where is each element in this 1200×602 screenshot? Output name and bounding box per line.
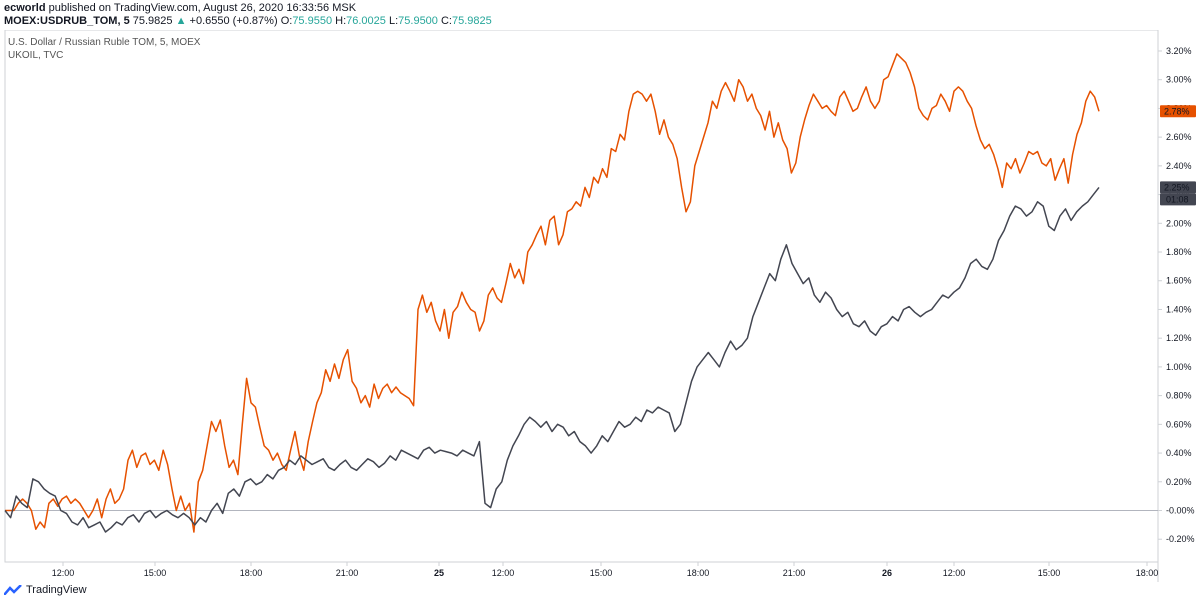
open-label: O: <box>280 15 293 27</box>
usdrub-last-value-text: 2.78% <box>1164 106 1190 116</box>
y-tick-label: 2.40% <box>1166 161 1192 171</box>
x-tick-label: 18:00 <box>1136 568 1159 578</box>
y-tick-label: 0.20% <box>1166 477 1192 487</box>
x-tick-label: 12:00 <box>492 568 515 578</box>
close-value: 75.9825 <box>451 15 492 27</box>
chart-frame <box>4 30 1159 582</box>
time-scale[interactable]: 12:00 15:00 18:00 21:00 25 12:00 15:00 18:00 21:… <box>52 562 1159 578</box>
price-change: +0.6550 (+0.87%) <box>189 15 278 27</box>
usdrub-last-value-badge: 2.78% <box>1160 105 1196 118</box>
x-tick-label: 21:00 <box>783 568 806 578</box>
x-tick-label: 12:00 <box>52 568 75 578</box>
author-name[interactable]: ecworld <box>4 2 46 14</box>
x-tick-label: 21:00 <box>336 568 359 578</box>
price-scale[interactable]: 3.20%3.00%2.80%2.60%2.40%2.20%2.00%1.80%… <box>1158 46 1195 544</box>
high-label: H: <box>335 15 347 27</box>
chart-legend: U.S. Dollar / Russian Ruble TOM, 5, MOEX… <box>8 36 200 62</box>
y-tick-label: 1.20% <box>1166 333 1192 343</box>
y-tick-label: -0.20% <box>1166 534 1195 544</box>
last-price: 75.9825 <box>132 15 173 27</box>
tradingview-logo-icon <box>4 585 22 595</box>
y-tick-label: 0.80% <box>1166 391 1192 401</box>
footer-brand-label: TradingView <box>26 584 87 596</box>
y-tick-label: 1.80% <box>1166 247 1192 257</box>
x-tick-label: 15:00 <box>1038 568 1061 578</box>
symbol-name[interactable]: MOEX:USDRUB_TOM, 5 <box>4 15 130 27</box>
ukoil-last-value-badge: 2.25% <box>1160 181 1196 194</box>
ukoil-last-value-text: 2.25% <box>1164 182 1190 192</box>
x-tick-label: 18:00 <box>687 568 710 578</box>
legend-compare-series[interactable]: UKOIL, TVC <box>8 50 64 61</box>
low-label: L: <box>388 15 399 27</box>
countdown-text: 01:08 <box>1166 194 1189 204</box>
y-tick-label: -0.00% <box>1166 506 1195 516</box>
x-tick-label: 18:00 <box>240 568 263 578</box>
x-tick-label: 15:00 <box>144 568 167 578</box>
symbol-info: MOEX:USDRUB_TOM, 5 75.9825 ▲ +0.6550 (+0… <box>4 15 492 27</box>
footer-brand[interactable]: TradingView <box>4 582 87 598</box>
open-value: 75.9550 <box>292 15 333 27</box>
y-tick-label: 1.60% <box>1166 276 1192 286</box>
last-value-labels: 2.78% 2.25% 01:08 <box>1160 105 1196 206</box>
high-value: 76.0025 <box>346 15 386 27</box>
x-tick-label: 12:00 <box>943 568 966 578</box>
chart-series <box>4 53 1100 533</box>
x-tick-label: 25 <box>434 568 444 578</box>
x-tick-label: 26 <box>882 568 892 578</box>
y-tick-label: 1.00% <box>1166 362 1192 372</box>
low-value: 75.9500 <box>398 15 438 27</box>
up-arrow-icon: ▲ <box>175 15 187 27</box>
y-tick-label: 2.00% <box>1166 218 1192 228</box>
close-label: C: <box>440 15 452 27</box>
publish-header: ecworld published on TradingView.com, Au… <box>0 0 1200 30</box>
ukoil-series-line <box>4 186 1100 533</box>
legend-main-series[interactable]: U.S. Dollar / Russian Ruble TOM, 5, MOEX <box>8 37 201 48</box>
x-tick-label: 15:00 <box>590 568 613 578</box>
y-tick-label: 3.20% <box>1166 46 1192 56</box>
y-tick-label: 0.60% <box>1166 419 1192 429</box>
price-chart[interactable]: 3.20%3.00%2.80%2.60%2.40%2.20%2.00%1.80%… <box>0 30 1200 582</box>
y-tick-label: 0.40% <box>1166 448 1192 458</box>
usdrub-series-line <box>5 53 1100 533</box>
countdown-bg <box>1160 193 1196 206</box>
plot-frame <box>4 30 1159 563</box>
published-text: published on TradingView.com, August 26,… <box>48 2 357 14</box>
y-tick-label: 2.60% <box>1166 132 1192 142</box>
countdown-badge: 01:08 <box>1160 193 1196 206</box>
usdrub-last-value-bg <box>1160 105 1196 118</box>
publish-info: ecworld published on TradingView.com, Au… <box>4 2 356 14</box>
y-tick-label: 1.40% <box>1166 304 1192 314</box>
ukoil-last-value-bg <box>1160 181 1196 194</box>
y-tick-label: 3.00% <box>1166 75 1192 85</box>
